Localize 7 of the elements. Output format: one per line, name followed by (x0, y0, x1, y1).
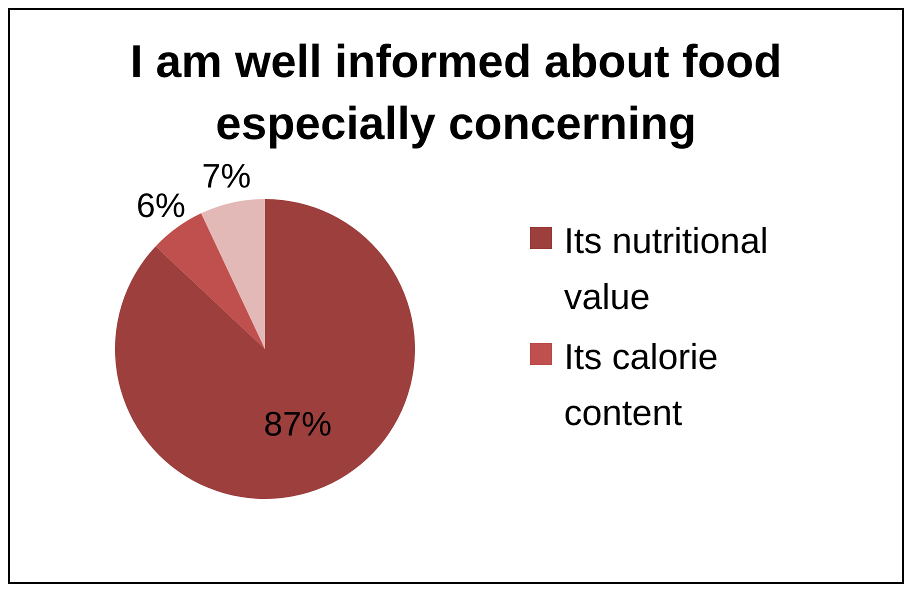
data-label: 7% (202, 157, 251, 196)
legend-label: Its nutritional value (564, 219, 770, 319)
data-label: 87% (264, 406, 332, 444)
pie-slice (201, 199, 265, 349)
data-label: 6% (136, 186, 186, 225)
chart-title: I am well informed about food especially concerning (129, 34, 783, 151)
legend-label: Its calorie content (564, 335, 720, 435)
